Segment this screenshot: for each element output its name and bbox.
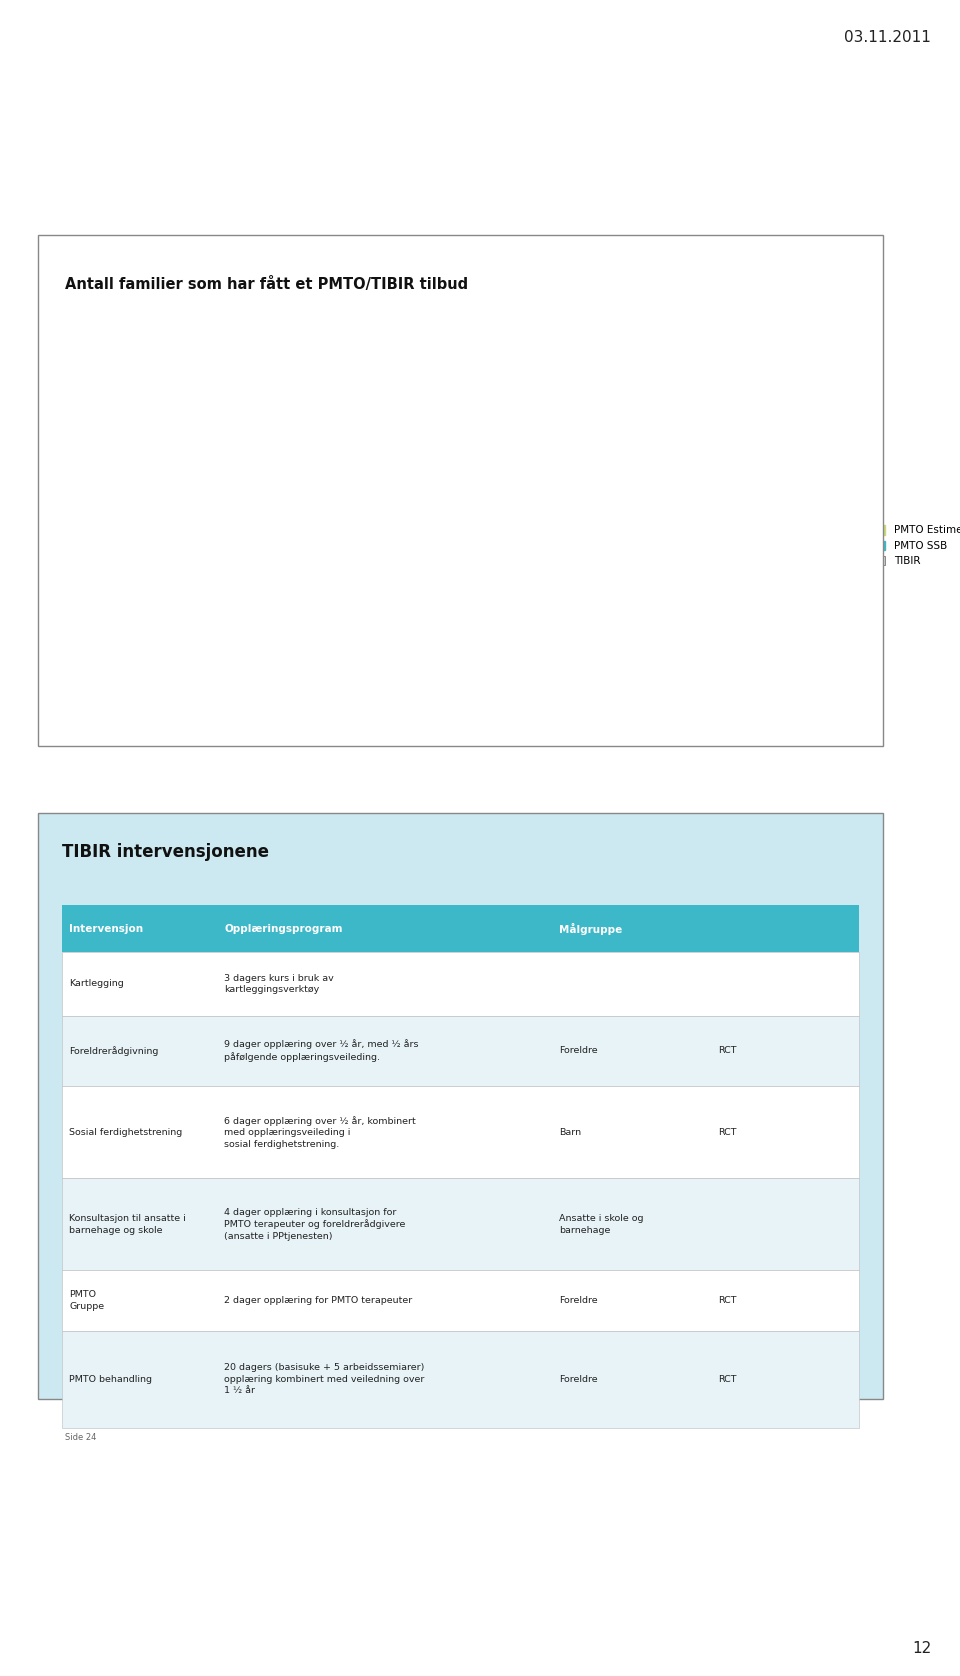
Text: Opplæringsprogram: Opplæringsprogram — [225, 923, 343, 934]
Text: Side 24: Side 24 — [65, 1433, 97, 1441]
Text: 0: 0 — [185, 667, 190, 677]
Bar — [694, 374, 719, 679]
Text: Barn: Barn — [559, 1128, 581, 1136]
Text: 825: 825 — [571, 510, 586, 520]
Text: Foreldre: Foreldre — [559, 1374, 598, 1384]
Text: 600: 600 — [234, 553, 249, 561]
Text: Intervensjon: Intervensjon — [69, 923, 143, 934]
Text: 1200: 1200 — [440, 439, 459, 447]
Text: PMTO behandling: PMTO behandling — [69, 1374, 152, 1384]
Text: RCT: RCT — [718, 1128, 737, 1136]
Text: Konsultasjon til ansatte i
barnehage og skole: Konsultasjon til ansatte i barnehage og … — [69, 1213, 186, 1235]
Text: 12: 12 — [912, 1641, 931, 1656]
Bar — [333, 469, 358, 679]
Bar — [229, 565, 254, 679]
Text: Kartlegging: Kartlegging — [69, 979, 124, 989]
Legend: PMTO Estimert, PMTO SSB, TIBIR: PMTO Estimert, PMTO SSB, TIBIR — [869, 521, 960, 570]
Text: 990: 990 — [675, 479, 689, 488]
Text: 3 dagers kurs i bruk av
kartleggingsverktøy: 3 dagers kurs i bruk av kartleggingsverk… — [225, 974, 334, 994]
Text: 900: 900 — [492, 496, 507, 504]
Text: 2 dager opplæring for PMTO terapeuter: 2 dager opplæring for PMTO terapeuter — [225, 1296, 413, 1306]
Text: Målgruppe: Målgruppe — [559, 922, 622, 935]
Text: Foreldre: Foreldre — [559, 1046, 598, 1056]
Text: 1200: 1200 — [593, 439, 612, 447]
Text: 4 dager opplæring i konsultasjon for
PMTO terapeuter og foreldrerådgivere
(ansat: 4 dager opplæring i konsultasjon for PMT… — [225, 1208, 406, 1240]
Bar — [590, 449, 615, 679]
Bar — [126, 640, 151, 679]
Text: 03.11.2011: 03.11.2011 — [845, 30, 931, 45]
Text: 0: 0 — [289, 667, 294, 677]
Text: PMTO
Gruppe: PMTO Gruppe — [69, 1291, 105, 1311]
Text: 6 dager opplæring over ½ år, kombinert
med opplæringsveileding i
sosial ferdighe: 6 dager opplæring over ½ år, kombinert m… — [225, 1116, 417, 1148]
Text: 0: 0 — [264, 667, 269, 677]
Text: TIBIR intervensjonene: TIBIR intervensjonene — [62, 843, 270, 861]
Text: 140: 140 — [388, 640, 402, 650]
Text: 1400: 1400 — [543, 401, 563, 409]
Text: 200: 200 — [131, 628, 145, 639]
Text: Ansatte i skole og
barnehage: Ansatte i skole og barnehage — [559, 1213, 643, 1235]
Text: 0: 0 — [368, 667, 372, 677]
Text: 1100: 1100 — [336, 458, 355, 466]
Bar — [540, 412, 565, 679]
Text: 640: 640 — [467, 545, 482, 555]
Bar — [565, 521, 590, 679]
Bar — [437, 449, 462, 679]
Text: Foreldrerådgivning: Foreldrerådgivning — [69, 1046, 158, 1056]
Bar — [383, 652, 408, 679]
Bar — [487, 506, 512, 679]
Text: RCT: RCT — [718, 1046, 737, 1056]
Bar — [645, 382, 670, 679]
Text: Foreldre: Foreldre — [559, 1296, 598, 1306]
Text: 1600: 1600 — [697, 362, 717, 370]
Bar — [462, 556, 487, 679]
Text: RCT: RCT — [718, 1296, 737, 1306]
Text: Antall familier som har fått et PMTO/TIBIR tilbud: Antall familier som har fått et PMTO/TIB… — [65, 277, 468, 292]
Text: Sosial ferdighetstrening: Sosial ferdighetstrening — [69, 1128, 182, 1136]
Text: 20 dagers (basisuke + 5 arbeidssemiarer)
opplæring kombinert med veiledning over: 20 dagers (basisuke + 5 arbeidssemiarer)… — [225, 1363, 425, 1396]
Text: 0: 0 — [160, 667, 165, 677]
Text: 9 dager opplæring over ½ år, med ½ års
påfølgende opplæringsveileding.: 9 dager opplæring over ½ år, med ½ års p… — [225, 1039, 419, 1063]
Text: 1550: 1550 — [647, 372, 667, 380]
Bar — [670, 489, 694, 679]
Text: RCT: RCT — [718, 1374, 737, 1384]
